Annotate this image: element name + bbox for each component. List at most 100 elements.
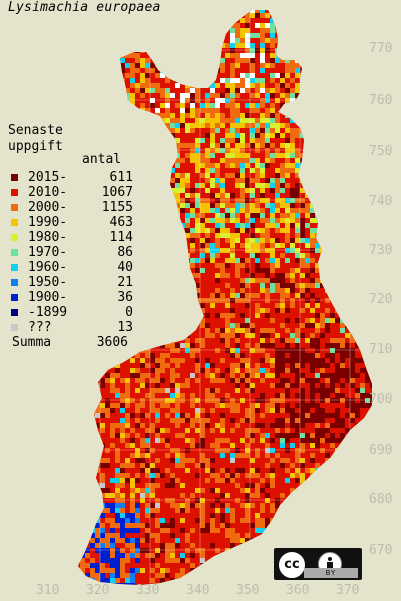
observation-cell <box>270 253 275 258</box>
observation-cell <box>135 88 140 93</box>
observation-cell <box>235 88 240 93</box>
observation-cell <box>100 78 105 83</box>
observation-cell <box>350 73 355 78</box>
observation-cell <box>320 268 325 273</box>
observation-cell <box>345 168 350 173</box>
observation-cell <box>190 278 195 283</box>
observation-cell <box>330 268 335 273</box>
observation-cell <box>325 398 330 403</box>
observation-cell <box>145 213 150 218</box>
observation-cell <box>350 203 355 208</box>
observation-cell <box>240 98 245 103</box>
observation-cell <box>305 273 310 278</box>
observation-cell <box>340 93 345 98</box>
observation-cell <box>78 103 80 108</box>
observation-cell <box>130 18 135 23</box>
observation-cell <box>230 293 235 298</box>
observation-cell <box>305 328 310 333</box>
observation-cell <box>330 133 335 138</box>
observation-cell <box>170 133 175 138</box>
observation-cell <box>290 193 295 198</box>
observation-cell <box>150 128 155 133</box>
observation-cell <box>265 168 270 173</box>
observation-cell <box>290 268 295 273</box>
observation-cell <box>320 93 325 98</box>
observation-cell <box>320 248 325 253</box>
observation-cell <box>155 28 160 33</box>
observation-cell <box>150 113 155 118</box>
observation-cell <box>270 143 275 148</box>
observation-cell <box>330 173 335 178</box>
observation-cell <box>295 318 300 323</box>
observation-cell <box>225 198 230 203</box>
observation-cell <box>370 263 372 268</box>
observation-cell <box>295 323 300 328</box>
observation-cell <box>245 353 250 358</box>
observation-cell <box>245 303 250 308</box>
observation-cell <box>165 153 170 158</box>
observation-cell <box>335 113 340 118</box>
observation-cell <box>260 328 265 333</box>
observation-cell <box>275 333 280 338</box>
observation-cell <box>160 338 165 343</box>
observation-cell <box>155 223 160 228</box>
observation-cell <box>180 98 185 103</box>
observation-cell <box>255 268 260 273</box>
observation-cell <box>270 13 275 18</box>
observation-cell <box>375 58 380 63</box>
observation-cell <box>375 23 380 28</box>
observation-cell <box>315 153 320 158</box>
observation-cell <box>185 58 190 63</box>
observation-cell <box>325 13 330 18</box>
observation-cell <box>290 403 295 408</box>
observation-cell <box>350 133 355 138</box>
observation-cell <box>125 48 130 53</box>
observation-cell <box>300 28 305 33</box>
observation-cell <box>190 283 195 288</box>
observation-cell <box>235 83 240 88</box>
observation-cell <box>215 298 220 303</box>
observation-cell <box>320 53 325 58</box>
observation-cell <box>190 363 195 368</box>
observation-cell <box>200 308 205 313</box>
observation-cell <box>285 258 290 263</box>
observation-cell <box>280 243 285 248</box>
observation-cell <box>205 68 210 73</box>
observation-cell <box>78 148 80 153</box>
observation-cell <box>245 208 250 213</box>
observation-cell <box>260 113 265 118</box>
observation-cell <box>325 10 330 13</box>
observation-cell <box>245 328 250 333</box>
observation-cell <box>290 78 295 83</box>
observation-cell <box>120 108 125 113</box>
observation-cell <box>135 403 140 408</box>
observation-cell <box>295 253 300 258</box>
observation-cell <box>265 28 270 33</box>
observation-cell <box>245 253 250 258</box>
observation-cell <box>270 368 275 373</box>
observation-cell <box>240 83 245 88</box>
observation-cell <box>355 143 360 148</box>
observation-cell <box>350 253 355 258</box>
observation-cell <box>300 113 305 118</box>
observation-cell <box>120 98 125 103</box>
observation-cell <box>375 218 380 223</box>
observation-cell <box>125 358 130 363</box>
observation-cell <box>250 10 255 13</box>
observation-cell <box>270 118 275 123</box>
observation-cell <box>290 293 295 298</box>
observation-cell <box>200 263 205 268</box>
observation-cell <box>335 398 340 403</box>
observation-cell <box>205 133 210 138</box>
observation-cell <box>335 388 340 393</box>
observation-cell <box>310 158 315 163</box>
observation-cell <box>165 328 170 333</box>
observation-cell <box>135 58 140 63</box>
observation-cell <box>180 263 185 268</box>
observation-cell <box>80 53 85 58</box>
observation-cell <box>230 43 235 48</box>
observation-cell <box>235 153 240 158</box>
observation-cell <box>270 188 275 193</box>
observation-cell <box>150 388 155 393</box>
observation-cell <box>360 28 365 33</box>
